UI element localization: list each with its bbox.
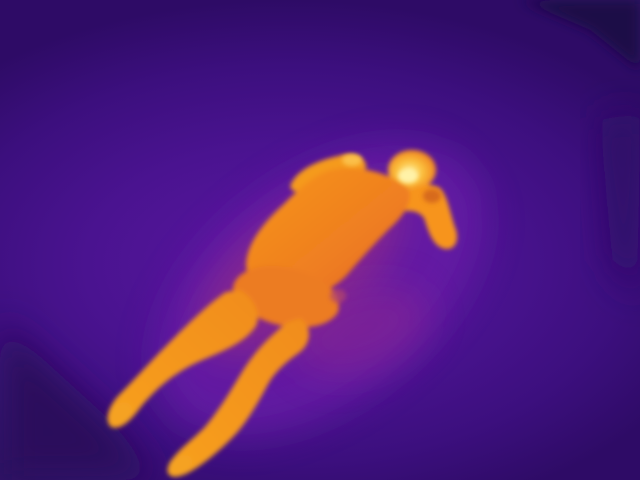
left-foot — [107, 402, 133, 426]
hips — [232, 265, 339, 328]
body-silhouette — [107, 150, 458, 477]
right-leg — [167, 318, 309, 477]
arm-shadow — [423, 189, 441, 203]
floor-edge-top-right — [520, 0, 640, 70]
floor-edge-right — [600, 110, 640, 300]
left-leg — [107, 290, 258, 428]
torso — [246, 168, 410, 301]
right-foot — [167, 455, 193, 477]
right-arm — [400, 184, 458, 250]
hand-cold-spot — [330, 289, 346, 303]
face-hotspot — [398, 169, 418, 183]
floor-edge-bottom-left — [0, 320, 160, 480]
shoulder-hotspot — [342, 154, 362, 166]
